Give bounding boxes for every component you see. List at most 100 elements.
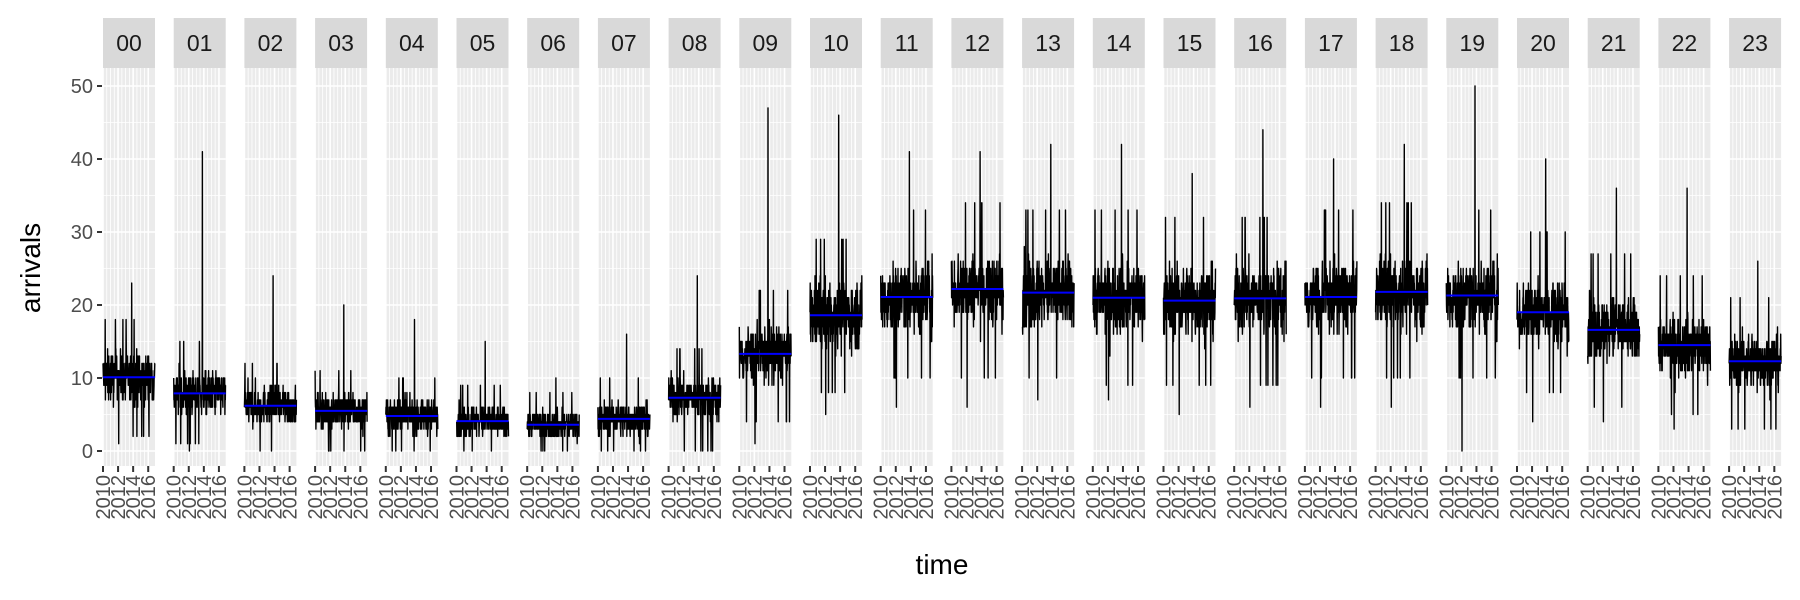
x-tick-label: 2016	[1764, 475, 1786, 520]
x-tick-label: 2012	[532, 475, 554, 520]
facet-strip	[527, 18, 580, 68]
x-tick-label: 2014	[1113, 475, 1135, 520]
x-tick-label: 2014	[1608, 475, 1630, 520]
series-line	[1657, 187, 1712, 430]
facet-strip	[597, 18, 650, 68]
x-tick-label: 2012	[1663, 475, 1685, 520]
facet-strip-label: 23	[1742, 30, 1768, 56]
y-tick-label: 30	[71, 222, 93, 244]
x-tick-label: 2016	[845, 475, 867, 520]
x-tick-label: 2014	[265, 475, 287, 520]
facet-strip	[1375, 18, 1428, 68]
x-tick-label: 2012	[815, 475, 837, 520]
facet-strip-label: 06	[540, 30, 566, 56]
facet-strip	[1729, 18, 1782, 68]
x-tick-label: 2014	[901, 475, 923, 520]
x-tick-label: 2014	[618, 475, 640, 520]
facet-strip-label: 20	[1530, 30, 1556, 56]
facet-strip-label: 03	[328, 30, 354, 56]
x-tick-label: 2012	[1381, 475, 1403, 520]
facet-strip	[173, 18, 226, 68]
facet-strip	[668, 18, 721, 68]
x-tick-label: 2012	[1522, 475, 1544, 520]
x-tick-label: 2010	[1154, 475, 1176, 520]
x-tick-label: 2016	[1694, 475, 1716, 520]
x-tick-label: 2016	[1552, 475, 1574, 520]
x-tick-label: 2012	[391, 475, 413, 520]
x-tick-label: 2016	[138, 475, 160, 520]
x-tick-label: 2016	[1128, 475, 1150, 520]
facet-strip-label: 19	[1460, 30, 1486, 56]
facet-strip	[1587, 18, 1640, 68]
x-tick-label: 2016	[350, 475, 372, 520]
x-tick-label: 2012	[744, 475, 766, 520]
x-tick-label: 2012	[1593, 475, 1615, 520]
x-tick-label: 2012	[249, 475, 271, 520]
x-tick-label: 2016	[209, 475, 231, 520]
facet-strip	[456, 18, 509, 68]
x-tick-label: 2012	[1169, 475, 1191, 520]
x-tick-label: 2016	[1482, 475, 1504, 520]
x-tick-label: 2014	[1396, 475, 1418, 520]
x-tick-label: 2010	[1224, 475, 1246, 520]
facet-strip-label: 22	[1672, 30, 1698, 56]
x-tick-label: 2014	[194, 475, 216, 520]
x-tick-label: 2010	[1012, 475, 1034, 520]
facet-strip	[103, 18, 155, 68]
x-tick-label: 2012	[1734, 475, 1756, 520]
facet-strip	[1092, 18, 1145, 68]
series-line	[456, 340, 510, 452]
facet-strip-label: 02	[258, 30, 284, 56]
x-tick-label: 2010	[376, 475, 398, 520]
facet-strip-label: 07	[611, 30, 637, 56]
x-tick-label: 2010	[517, 475, 539, 520]
x-tick-label: 2016	[1199, 475, 1221, 520]
x-tick-label: 2014	[1042, 475, 1064, 520]
x-tick-label: 2010	[871, 475, 893, 520]
facet-strip-label: 13	[1035, 30, 1061, 56]
series-line	[1233, 129, 1287, 408]
series-line	[950, 150, 1005, 408]
facet-strip-label: 14	[1106, 30, 1132, 56]
x-tick-label: 2016	[633, 475, 655, 520]
facet-strip	[385, 18, 438, 68]
x-tick-label: 2012	[956, 475, 978, 520]
x-tick-label: 2014	[547, 475, 569, 520]
facet-strip-label: 09	[753, 30, 779, 56]
series-line	[1021, 143, 1075, 401]
series-line	[1304, 158, 1358, 408]
facet-strip-label: 01	[187, 30, 213, 56]
facet-strip	[1234, 18, 1287, 68]
x-tick-label: 2014	[123, 475, 145, 520]
x-tick-label: 2014	[1254, 475, 1276, 520]
x-tick-label: 2012	[462, 475, 484, 520]
x-tick-label: 2010	[1648, 475, 1670, 520]
facet-strip	[315, 18, 368, 68]
facet-strip-label: 08	[682, 30, 708, 56]
facet-strip	[1304, 18, 1357, 68]
x-tick-label: 2012	[179, 475, 201, 520]
x-tick-label: 2014	[689, 475, 711, 520]
series-line	[809, 114, 863, 416]
x-tick-label: 2012	[886, 475, 908, 520]
x-tick-label: 2014	[1749, 475, 1771, 520]
facet-strip	[1517, 18, 1569, 68]
x-tick-label: 2016	[1269, 475, 1291, 520]
series-line	[1516, 158, 1570, 423]
series-line	[243, 275, 298, 452]
